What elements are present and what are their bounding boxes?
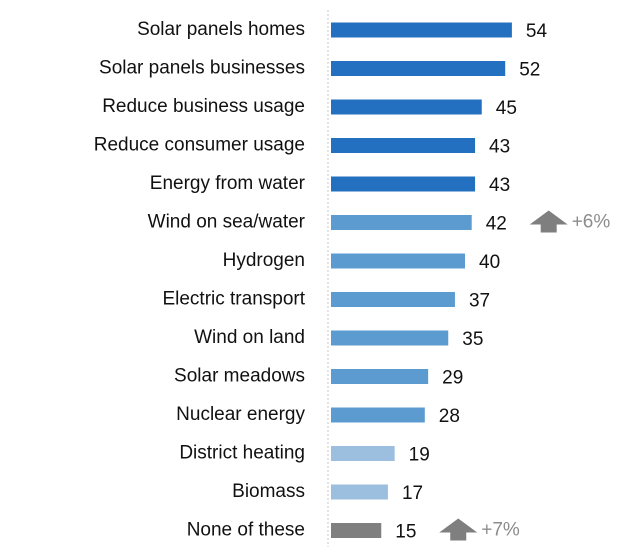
up-arrow: [439, 518, 478, 541]
bar: [331, 176, 476, 192]
category-label: Solar meadows: [174, 366, 305, 387]
up-arrow: [529, 210, 568, 233]
bar: [331, 523, 382, 538]
bar: [331, 22, 512, 38]
value-label: 29: [442, 368, 463, 389]
category-label: Energy from water: [150, 173, 306, 194]
category-label: Reduce business usage: [102, 96, 305, 117]
bar: [331, 61, 506, 76]
value-label: 35: [462, 329, 483, 350]
value-label: 45: [496, 98, 517, 119]
value-label: 17: [402, 483, 423, 504]
bar: [331, 407, 425, 423]
category-label: Reduce consumer usage: [94, 135, 305, 156]
value-label: 15: [395, 522, 416, 543]
value-label: 42: [486, 214, 507, 235]
category-label: Wind on sea/water: [148, 212, 306, 233]
category-label: Nuclear energy: [176, 404, 305, 425]
bar: [331, 253, 465, 269]
category-label: Solar panels businesses: [99, 58, 305, 79]
category-label: Biomass: [232, 481, 305, 502]
bar: [331, 484, 388, 500]
annotation: +7%: [481, 520, 520, 541]
value-label: 19: [409, 445, 430, 466]
value-label: 52: [519, 60, 540, 81]
category-label: Solar panels homes: [137, 19, 305, 40]
bar: [331, 330, 449, 346]
bar: [331, 292, 455, 307]
category-label: Hydrogen: [223, 250, 305, 271]
bar: [331, 369, 429, 384]
category-label: District heating: [179, 443, 305, 464]
value-label: 54: [526, 21, 548, 42]
value-label: 43: [489, 137, 510, 158]
bar: [331, 99, 482, 115]
bar: [331, 446, 395, 461]
value-label: 37: [469, 291, 490, 312]
annotation: +6%: [572, 212, 611, 233]
bar: [331, 215, 472, 230]
value-label: 43: [489, 175, 510, 196]
value-label: 40: [479, 252, 500, 273]
category-label: Electric transport: [162, 289, 305, 310]
bar: [331, 138, 476, 153]
value-label: 28: [439, 406, 460, 427]
category-label: Wind on land: [194, 327, 305, 348]
category-label: None of these: [187, 520, 305, 541]
